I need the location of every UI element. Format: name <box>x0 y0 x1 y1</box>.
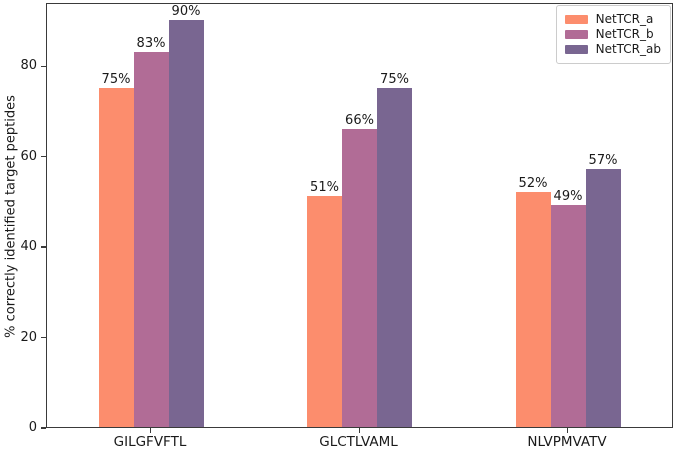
legend-swatch-NetTCR_b <box>564 30 588 39</box>
y-tick-label: 60 <box>20 148 37 164</box>
bar-value-label: 90% <box>171 4 201 20</box>
bar-NetTCR_b <box>550 205 586 427</box>
y-tick-mark <box>41 65 46 67</box>
bar-NetTCR_ab <box>377 87 412 427</box>
x-tick-mark <box>567 428 569 433</box>
bar-value-label: 51% <box>310 180 339 196</box>
legend-swatch-NetTCR_ab <box>564 45 588 54</box>
bar-NetTCR_ab <box>168 20 204 427</box>
x-tick-label: NLVPMVATV <box>527 434 607 450</box>
bar-value-label: 57% <box>588 153 618 169</box>
y-tick-mark <box>41 427 46 429</box>
legend-label: NetTCR_b <box>595 27 654 41</box>
bar-NetTCR_b <box>133 51 169 427</box>
bar-NetTCR_b <box>342 128 377 427</box>
bar-NetTCR_a <box>515 191 551 427</box>
bar-value-label: 66% <box>345 112 374 128</box>
y-axis-title: % correctly identified target peptides <box>3 95 19 338</box>
bar-NetTCR_a <box>98 87 134 427</box>
y-tick-mark <box>41 156 46 158</box>
bar-NetTCR_a <box>307 196 342 427</box>
x-tick-mark <box>358 428 360 433</box>
y-tick-label: 80 <box>20 58 37 74</box>
legend-label: NetTCR_ab <box>595 42 661 56</box>
bar-value-label: 75% <box>380 71 409 87</box>
bar-value-label: 75% <box>101 71 131 87</box>
x-tick-mark <box>150 428 152 433</box>
x-tick-label: GLCTLVAML <box>319 434 398 450</box>
y-tick-label: 0 <box>28 420 37 435</box>
bar-value-label: 49% <box>553 189 583 205</box>
legend-item: NetTCR_b <box>564 27 661 41</box>
legend-label: NetTCR_a <box>595 12 654 26</box>
x-tick-label: GILGFVFTL <box>113 434 187 450</box>
plot-area: 75% 83% 90% 51% 66% 75% 52% 49% 57% <box>46 3 673 428</box>
y-tick-label: 20 <box>20 329 37 345</box>
bar-value-label: 52% <box>518 175 548 191</box>
y-tick-label: 40 <box>20 239 37 255</box>
bar-NetTCR_ab <box>585 169 621 427</box>
legend-item: NetTCR_a <box>564 12 661 26</box>
legend-swatch-NetTCR_a <box>564 15 588 24</box>
legend-item: NetTCR_ab <box>564 42 661 56</box>
y-tick-mark <box>41 336 46 339</box>
y-tick-mark <box>41 246 46 248</box>
bar-value-label: 83% <box>136 35 166 51</box>
legend: NetTCR_a NetTCR_b NetTCR_ab <box>555 5 671 64</box>
